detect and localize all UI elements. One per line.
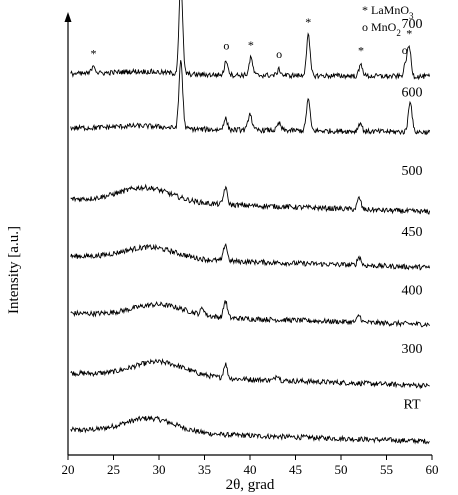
series-line-500 (70, 183, 431, 215)
x-tick-label: 25 (107, 462, 120, 477)
legend: * LaMnO3 o MnO2 (362, 3, 414, 38)
mno2-peak-marker: o (402, 43, 408, 57)
legend-lamno3-symbol: * (362, 3, 368, 17)
curve-label-300: 300 (402, 342, 423, 357)
x-tick-label: 55 (380, 462, 393, 477)
x-tick-label: 30 (153, 462, 166, 477)
curve-labels-group: RT 300 400 450 500 600 700 (402, 17, 423, 412)
legend-mno2-symbol: o (362, 20, 368, 34)
lamno3-peak-marker: * (305, 15, 311, 29)
lamno3-peak-marker: * (358, 44, 364, 58)
lamno3-peak-marker: * (406, 26, 412, 40)
series-line-rt (70, 415, 430, 445)
x-tick-label: 50 (335, 462, 348, 477)
x-tick-label: 20 (62, 462, 75, 477)
legend-entry-mno2: o MnO2 (362, 20, 401, 38)
x-axis-title: 2θ, grad (226, 477, 275, 493)
x-tick-label: 60 (426, 462, 439, 477)
legend-lamno3-label: LaMnO3 (371, 3, 414, 21)
curve-label-600: 600 (402, 86, 423, 101)
curve-label-700: 700 (402, 17, 423, 32)
legend-entry-lamno3: * LaMnO3 (362, 3, 414, 21)
series-line-300 (70, 358, 430, 390)
peak-markers-group: **o*o**o* (90, 15, 412, 61)
lamno3-peak-marker: * (248, 38, 254, 52)
series-group (70, 0, 431, 445)
curve-label-450: 450 (402, 225, 423, 240)
curve-label-400: 400 (402, 283, 423, 298)
x-tick-label: 35 (198, 462, 211, 477)
series-line-400 (70, 300, 430, 328)
x-tick-label: 40 (244, 462, 257, 477)
series-line-450 (70, 242, 431, 271)
x-ticks-group: 20 25 30 35 40 45 50 55 60 (62, 455, 439, 477)
series-line-700 (70, 0, 431, 81)
mno2-peak-marker: o (276, 47, 282, 61)
legend-mno2-label: MnO2 (371, 20, 401, 38)
y-axis-arrow (64, 12, 72, 22)
lamno3-peak-marker: * (90, 46, 96, 60)
axes-group (64, 12, 432, 456)
x-tick-label: 45 (289, 462, 302, 477)
y-axis-title: Intensity [a.u.] (6, 226, 22, 314)
mno2-peak-marker: o (223, 39, 229, 53)
series-line-600 (70, 60, 431, 136)
curve-label-rt: RT (403, 397, 420, 412)
curve-label-500: 500 (402, 164, 423, 179)
